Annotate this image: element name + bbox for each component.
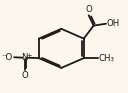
Text: O: O bbox=[21, 71, 28, 80]
Text: ⁻O: ⁻O bbox=[2, 53, 13, 62]
Text: O: O bbox=[85, 5, 92, 14]
Text: CH₃: CH₃ bbox=[99, 54, 115, 63]
Text: N: N bbox=[21, 53, 28, 62]
Text: OH: OH bbox=[107, 19, 120, 28]
Text: +: + bbox=[27, 53, 32, 59]
